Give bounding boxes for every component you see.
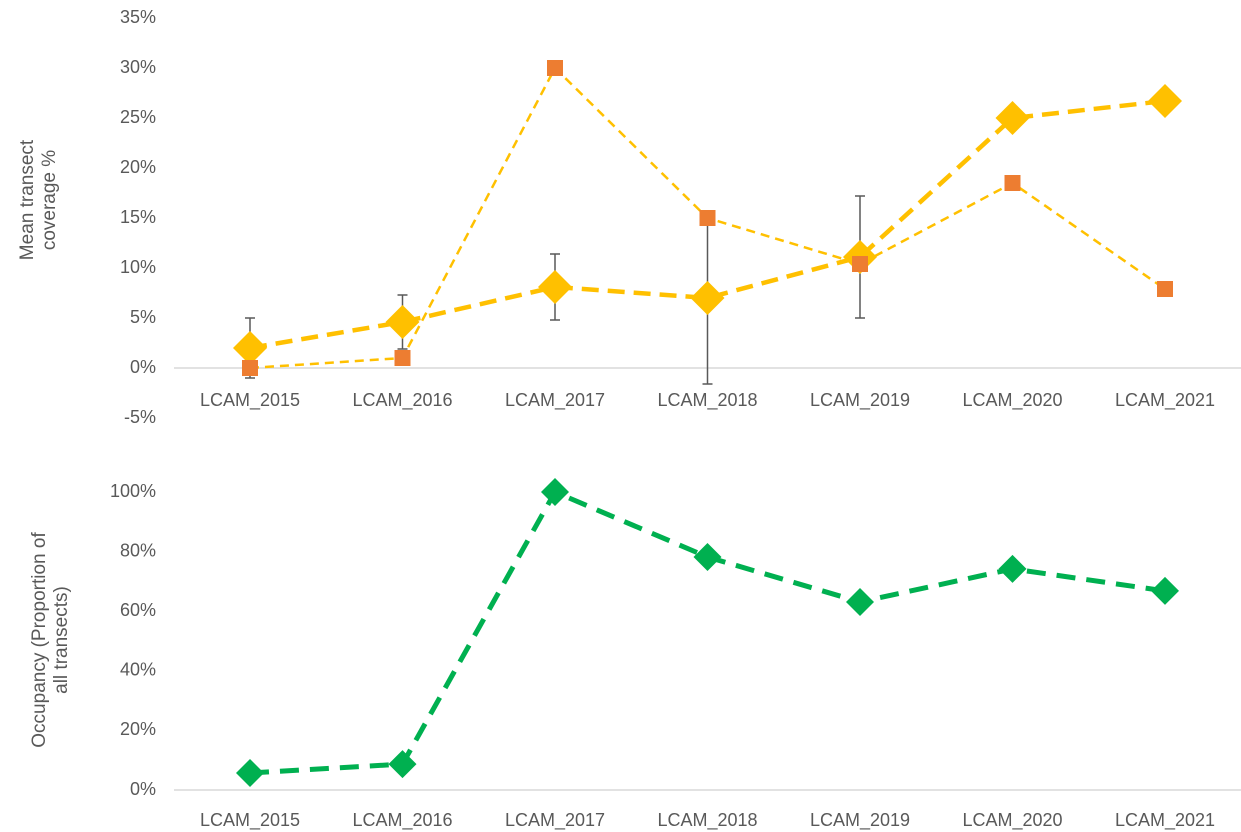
- marker: [394, 350, 411, 366]
- x-tick-label: LCAM_2018: [657, 810, 757, 831]
- series-line: [249, 488, 1166, 776]
- marker: [693, 542, 722, 571]
- y-tick-label: 60%: [120, 600, 156, 620]
- y-tick-label: 20%: [120, 719, 156, 739]
- y-axis-label: Occupancy (Proportion of: [29, 532, 50, 748]
- marker: [995, 101, 1030, 135]
- marker: [998, 554, 1027, 583]
- marker: [236, 759, 264, 788]
- x-tick-label: LCAM_2021: [1115, 390, 1215, 411]
- x-tick-label: LCAM_2015: [200, 810, 300, 831]
- marker: [385, 305, 420, 339]
- marker: [388, 750, 417, 779]
- y-tick-label: 0%: [130, 357, 156, 377]
- x-tick-label: LCAM_2020: [962, 390, 1062, 411]
- y-tick-label: 80%: [120, 540, 156, 560]
- y-tick-label: 0%: [130, 779, 156, 799]
- y-tick-label: 10%: [120, 257, 156, 277]
- marker: [1004, 175, 1021, 191]
- x-tick-label: LCAM_2016: [352, 390, 452, 411]
- marker: [690, 281, 725, 315]
- y-axis-label: Mean transect: [17, 139, 38, 260]
- marker: [699, 210, 716, 226]
- marker: [242, 360, 258, 376]
- marker: [846, 587, 874, 616]
- x-tick-label: LCAM_2021: [1115, 810, 1215, 831]
- x-tick-label: LCAM_2016: [352, 810, 452, 831]
- y-tick-label: 15%: [120, 207, 156, 227]
- y-tick-label: 25%: [120, 107, 156, 127]
- x-tick-label: LCAM_2018: [657, 390, 757, 411]
- y-tick-label: 5%: [130, 307, 156, 327]
- x-tick-label: LCAM_2019: [810, 810, 910, 831]
- y-axis-label: coverage %: [39, 150, 60, 250]
- x-tick-label: LCAM_2017: [505, 810, 605, 831]
- x-tick-label: LCAM_2019: [810, 390, 910, 411]
- x-tick-label: LCAM_2020: [962, 810, 1062, 831]
- marker: [541, 478, 569, 506]
- y-tick-label: 100%: [110, 481, 156, 501]
- y-tick-label: 35%: [120, 7, 156, 27]
- x-tick-label: LCAM_2017: [505, 390, 605, 411]
- marker: [852, 256, 868, 272]
- y-tick-label: 30%: [120, 57, 156, 77]
- marker: [547, 60, 563, 76]
- marker: [538, 270, 572, 304]
- marker: [1157, 281, 1173, 297]
- marker: [233, 331, 267, 365]
- y-axis-label: all transects): [51, 586, 72, 694]
- y-tick-label: 20%: [120, 157, 156, 177]
- y-tick-label: 40%: [120, 660, 156, 680]
- marker: [1148, 84, 1182, 118]
- x-tick-label: LCAM_2015: [200, 390, 300, 411]
- marker: [1151, 576, 1179, 605]
- y-tick-label: -5%: [124, 407, 156, 427]
